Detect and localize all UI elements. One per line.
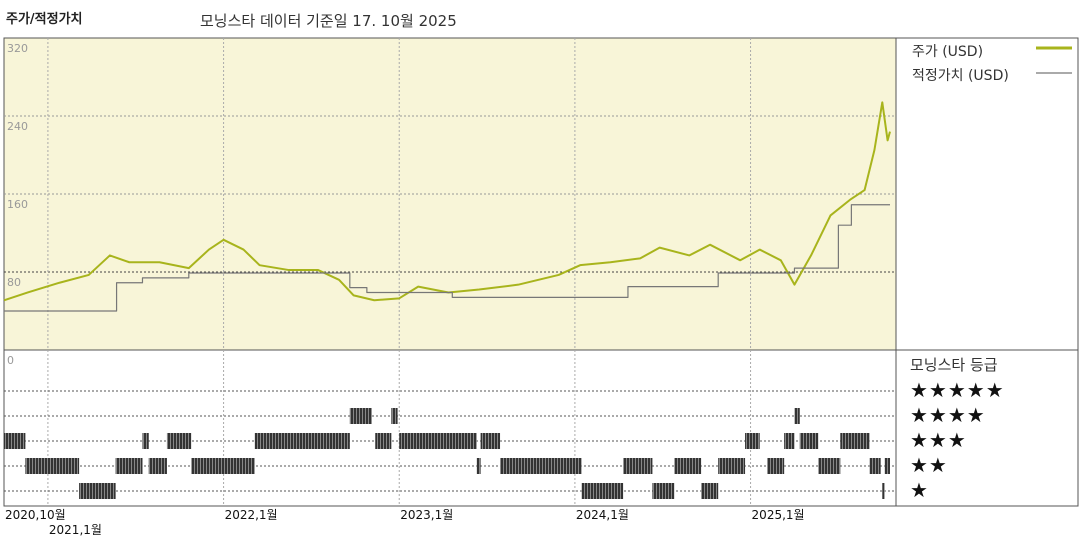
- rating-bar: [391, 408, 398, 424]
- rating-bar: [79, 483, 116, 499]
- x-tick-label: 2023,1월: [400, 508, 453, 522]
- x-tick-label: 2020,10월: [5, 508, 66, 522]
- rating-3-stars: ★★★: [910, 428, 967, 452]
- rating-bar: [799, 433, 819, 449]
- rating-bar: [701, 483, 719, 499]
- y-tick-label: 80: [7, 276, 21, 289]
- rating-bar: [884, 458, 890, 474]
- rating-bar: [480, 433, 501, 449]
- rating-bar: [148, 458, 167, 474]
- rating-bar: [349, 408, 372, 424]
- rating-bar: [254, 433, 350, 449]
- legend-fair-label: 적정가치 (USD): [912, 68, 1009, 84]
- x-tick-label: 2025,1월: [752, 508, 805, 522]
- y-tick-label: 320: [7, 42, 28, 55]
- rating-bar: [191, 458, 255, 474]
- rating-bar: [142, 433, 149, 449]
- y-tick-label: 0: [7, 354, 14, 367]
- rating-bar: [166, 433, 192, 449]
- rating-1-star: ★: [910, 478, 929, 502]
- data-date: 모닝스타 데이터 기준일 17. 10월 2025: [200, 12, 457, 30]
- rating-bar: [818, 458, 841, 474]
- rating-legend-title: 모닝스타 등급: [910, 356, 998, 374]
- x-tick-label: 2024,1월: [576, 508, 629, 522]
- rating-5-stars: ★★★★★: [910, 378, 1005, 402]
- rating-bar: [375, 433, 392, 449]
- rating-bar: [581, 483, 624, 499]
- rating-bar: [840, 433, 870, 449]
- rating-bar: [767, 458, 785, 474]
- rating-bar: [25, 458, 80, 474]
- rating-bar: [115, 458, 143, 474]
- rating-bar: [674, 458, 702, 474]
- rating-4-stars: ★★★★: [910, 403, 986, 427]
- legend-price-label: 주가 (USD): [912, 44, 984, 60]
- rating-bar: [869, 458, 881, 474]
- y-tick-label: 240: [7, 120, 28, 133]
- rating-2-stars: ★★: [910, 453, 948, 477]
- rating-bar: [882, 483, 885, 499]
- rating-bar: [794, 408, 800, 424]
- rating-bar: [718, 458, 746, 474]
- y-tick-label: 160: [7, 198, 28, 211]
- rating-bar: [745, 433, 760, 449]
- rating-bar: [4, 433, 26, 449]
- rating-bar: [500, 458, 582, 474]
- rating-bar: [652, 483, 675, 499]
- chart-title: 주가/적정가치: [6, 12, 83, 27]
- fair-value-line: [4, 204, 890, 312]
- rating-bar: [784, 433, 795, 449]
- x-tick-label: 2022,1월: [225, 508, 278, 522]
- price-line: [3, 101, 891, 302]
- x-tick-label: 2021,1월: [49, 523, 102, 537]
- rating-bar: [623, 458, 653, 474]
- rating-bar: [399, 433, 477, 449]
- rating-bar: [476, 458, 481, 474]
